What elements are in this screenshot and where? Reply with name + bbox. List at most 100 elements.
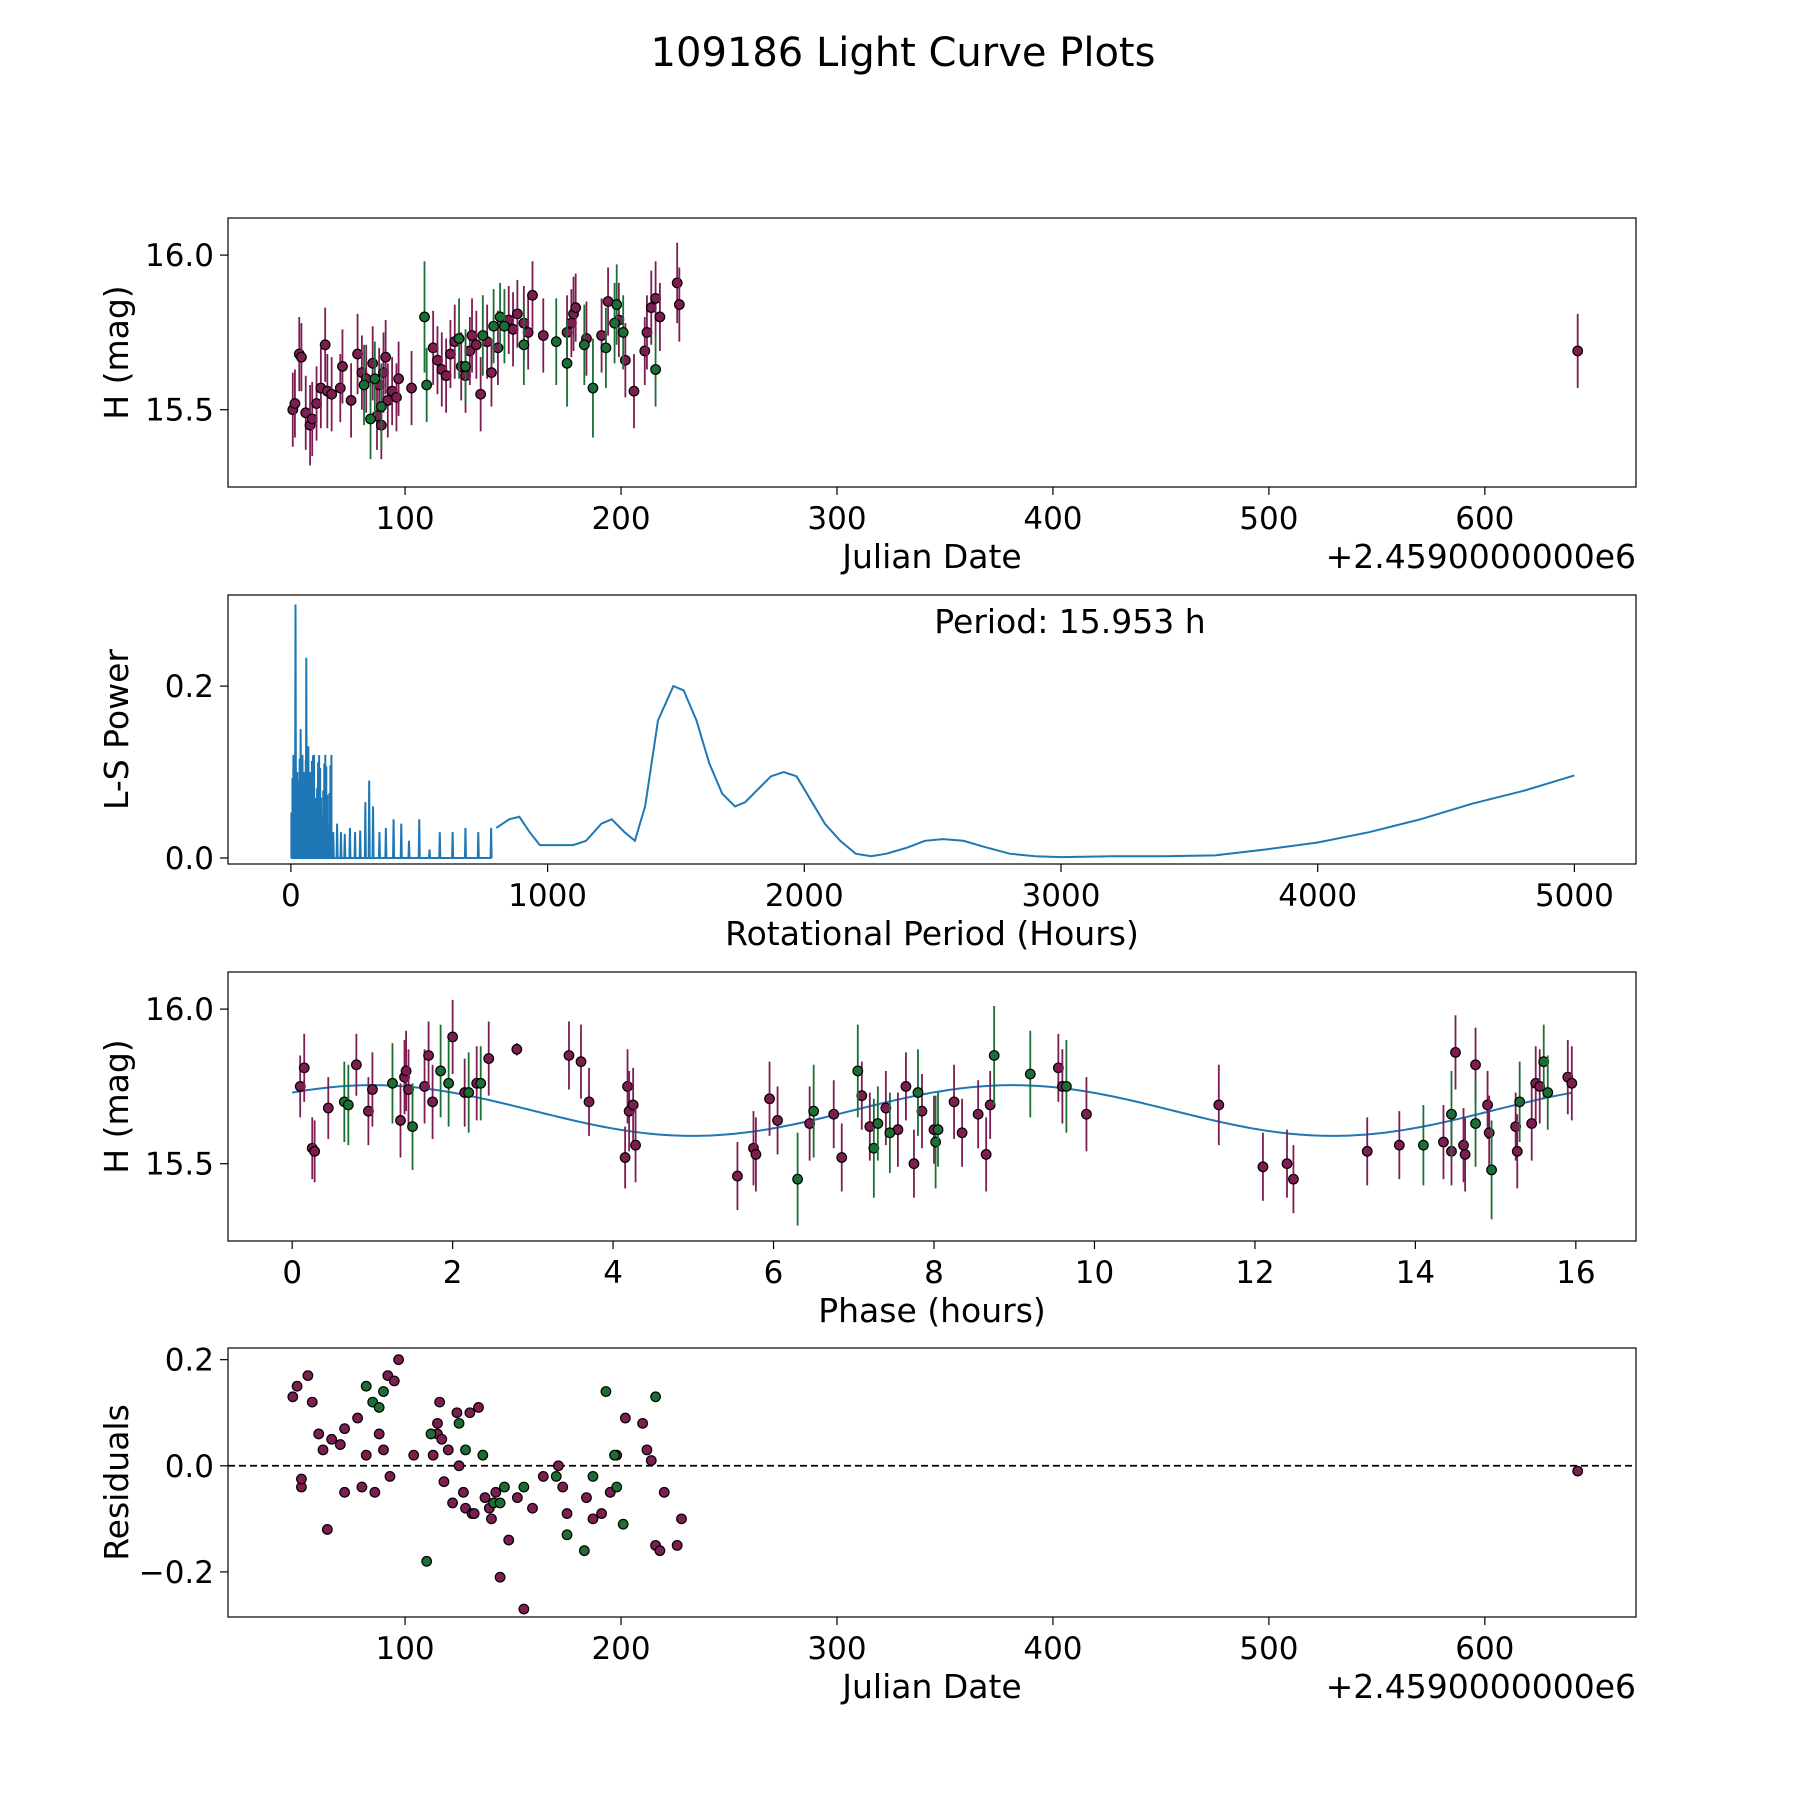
residuals-point-magenta	[503, 1534, 515, 1546]
lightcurve-point-magenta	[650, 292, 661, 304]
lightcurve-plot-area	[287, 242, 1584, 466]
lightcurve-point-magenta	[639, 345, 651, 357]
residuals-point-magenta	[384, 1470, 396, 1482]
phased-point-green	[792, 1173, 804, 1185]
lightcurve-point-magenta	[1572, 345, 1584, 357]
lightcurve-point-green	[365, 413, 376, 425]
residuals-point-green	[360, 1380, 372, 1392]
lightcurve-offset-label: +2.4590000000e6	[1326, 537, 1636, 576]
residuals-point-magenta	[369, 1486, 381, 1498]
phased-point-magenta	[908, 1158, 920, 1170]
phased-point-magenta	[836, 1152, 848, 1163]
residuals-point-magenta	[457, 1486, 469, 1498]
residuals-point-magenta	[479, 1492, 491, 1504]
phased-point-magenta	[447, 1031, 459, 1043]
phased-point-magenta	[1257, 1161, 1269, 1173]
phased-point-magenta	[622, 1081, 633, 1092]
residuals-point-magenta	[581, 1492, 592, 1504]
lightcurve-point-magenta	[380, 351, 392, 363]
lightcurve-point-magenta	[406, 382, 417, 394]
lightcurve-point-magenta	[645, 302, 657, 314]
phased-point-magenta	[1482, 1099, 1493, 1111]
residuals-point-magenta	[561, 1508, 573, 1519]
residuals-point-magenta	[436, 1433, 448, 1445]
residuals-point-magenta	[473, 1402, 484, 1413]
lightcurve-xtick-label: 500	[1239, 501, 1298, 537]
phased-xtick-label: 8	[924, 1255, 944, 1291]
residuals-point-magenta	[356, 1481, 368, 1493]
phased-point-magenta	[627, 1099, 639, 1111]
lightcurve-point-magenta	[641, 327, 653, 338]
residuals-point-magenta	[494, 1571, 506, 1583]
residuals-point-magenta	[537, 1470, 549, 1482]
phased-point-magenta	[980, 1149, 992, 1160]
phased-point-magenta	[948, 1096, 960, 1108]
lightcurve-point-magenta	[527, 289, 538, 301]
residuals-point-magenta	[291, 1380, 303, 1392]
lightcurve-point-magenta	[352, 348, 363, 360]
phased-point-magenta	[1566, 1077, 1578, 1089]
lightcurve-point-magenta	[296, 351, 307, 363]
lightcurve-point-magenta	[345, 395, 357, 406]
lightcurve-point-magenta	[537, 330, 549, 341]
phased-point-magenta	[750, 1149, 762, 1160]
residuals-point-magenta	[1572, 1465, 1584, 1477]
lightcurve-point-green	[578, 339, 590, 351]
periodogram-plot-area	[290, 604, 1575, 859]
periodogram-xtick-label: 4000	[1278, 878, 1357, 914]
lightcurve-point-green	[419, 311, 430, 323]
phased-point-magenta	[732, 1170, 743, 1182]
phased-point-magenta	[1438, 1136, 1449, 1148]
phased-point-green	[1024, 1068, 1036, 1080]
phased-point-magenta	[367, 1084, 378, 1095]
lightcurve-point-green	[617, 327, 629, 338]
period-annotation: Period: 15.953 h	[934, 602, 1205, 641]
phased-point-green	[443, 1077, 455, 1089]
lightcurve-point-magenta	[334, 382, 346, 394]
residuals-point-magenta	[434, 1396, 446, 1408]
residuals-point-magenta	[637, 1417, 649, 1429]
lightcurve-point-green	[494, 311, 506, 323]
residuals-point-green	[494, 1497, 506, 1509]
lightcurve-point-green	[358, 379, 370, 391]
residuals-offset-label: +2.4590000000e6	[1326, 1667, 1636, 1706]
phased-point-green	[1470, 1118, 1481, 1129]
periodogram-xlabel: Rotational Period (Hours)	[725, 914, 1139, 953]
periodogram-xtick-label: 1000	[508, 878, 587, 914]
residuals-frame	[227, 1347, 1637, 1618]
lightcurve-point-green	[609, 317, 620, 329]
periodogram-xtick-label: 3000	[1022, 878, 1101, 914]
residuals-point-green	[421, 1555, 433, 1567]
residuals-point-magenta	[557, 1481, 569, 1493]
lightcurve-point-magenta	[432, 354, 443, 366]
phased-point-magenta	[1361, 1145, 1373, 1157]
phased-point-magenta	[1281, 1158, 1293, 1170]
phased-point-green	[475, 1077, 487, 1089]
residuals-point-green	[378, 1386, 389, 1397]
lightcurve-point-green	[421, 379, 433, 391]
periodogram-ytick-label: 0.2	[165, 669, 214, 705]
lightcurve-point-magenta	[393, 373, 405, 385]
periodogram-curve	[495, 684, 1575, 859]
lightcurve-ytick-label: 16.0	[145, 238, 214, 274]
residuals-xtick-label: 100	[375, 1631, 434, 1667]
phased-point-green	[884, 1127, 896, 1139]
residuals-point-magenta	[321, 1524, 333, 1535]
phased-point-magenta	[619, 1152, 631, 1163]
phased-point-magenta	[1459, 1149, 1471, 1160]
residuals-xtick-label: 500	[1239, 1631, 1298, 1667]
residuals-point-green	[617, 1518, 629, 1530]
lightcurve-point-magenta	[306, 413, 318, 425]
lightcurve-point-magenta	[596, 330, 607, 341]
lightcurve-ylabel: H (mag)	[97, 285, 136, 419]
residuals-point-magenta	[486, 1513, 497, 1525]
lightcurve-point-magenta	[570, 302, 582, 314]
lightcurve-xlabel: Julian Date	[840, 537, 1022, 576]
lightcurve-point-magenta	[289, 398, 301, 409]
phased-point-green	[808, 1105, 820, 1117]
phased-point-magenta	[772, 1115, 783, 1126]
residuals-point-green	[587, 1470, 599, 1482]
lightcurve-point-magenta	[445, 348, 456, 360]
residuals-point-magenta	[553, 1460, 564, 1472]
